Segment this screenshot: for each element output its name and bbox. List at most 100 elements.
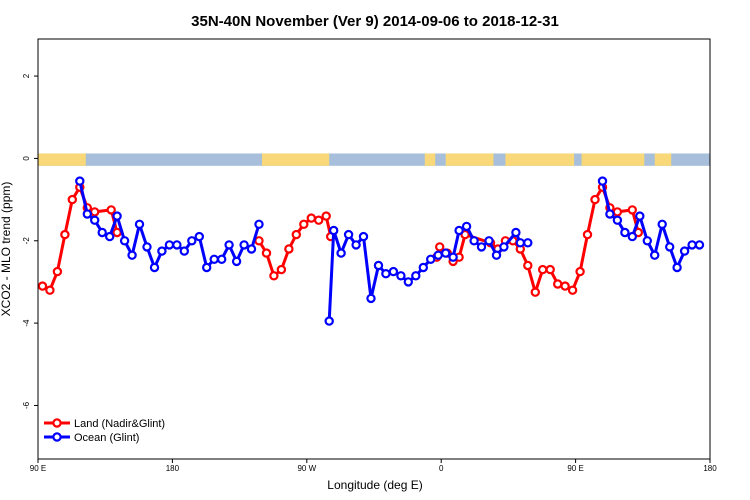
x-tick-label: 0 [439,464,444,473]
data-point [523,238,533,248]
data-point [254,236,264,246]
data-point [627,231,638,242]
data-point [358,231,369,242]
land-mask-segment [38,153,86,166]
data-point [635,211,645,221]
data-point [45,285,55,295]
data-point [523,260,533,271]
data-point [239,240,249,250]
data-point [469,236,479,246]
data-point [231,256,242,267]
data-point [650,250,660,260]
data-point [460,229,470,240]
data-point [201,262,212,273]
land-mask-segment [262,153,330,166]
chart-title: 35N-40N November (Ver 9) 2014-09-06 to 2… [191,13,559,30]
data-point [418,262,428,273]
x-tick-label: 180 [703,464,717,473]
data-point [269,271,279,281]
data-point [396,271,406,281]
land-mask-segment [505,153,575,166]
data-point [454,225,464,236]
x-tick-label: 90 W [297,464,316,473]
data-point [538,264,548,275]
data-point [37,281,48,291]
data-point [484,236,494,246]
data-point [511,227,521,238]
y-tick-label: 0 [22,156,31,161]
data-point [403,277,413,287]
data-point [575,266,585,277]
data-point [179,246,189,256]
x-axis-label: Longitude (deg E) [327,478,422,492]
data-point [366,293,376,304]
data-point [142,242,152,252]
data-point [426,254,436,264]
data-point [567,285,578,295]
land-mask-segment [445,153,494,166]
data-point [112,227,122,238]
data-point [476,242,487,252]
data-point [291,229,301,240]
data-point [679,246,690,256]
y-tick-label: -6 [22,401,31,409]
data-point [60,229,70,240]
data-point [411,271,421,281]
data-point [276,264,287,275]
data-point [388,266,399,277]
legend-item: Land (Nadir&Glint) [44,418,165,430]
data-point [157,246,167,256]
y-tick-label: -2 [22,237,31,245]
data-point [657,219,667,229]
data-point [553,279,563,289]
data-point [381,269,391,279]
data-point [172,240,182,250]
y-tick-label: -4 [22,319,31,327]
legend-label: Land (Nadir&Glint) [74,418,165,430]
data-point [612,215,623,225]
data-point [672,262,682,273]
data-point [515,238,526,248]
data-point [209,254,219,264]
data-point [97,227,107,238]
data-point [324,316,334,326]
data-point [597,176,608,186]
legend-item: Ocean (Glint) [44,432,139,444]
land-ocean-mask [38,153,710,166]
data-point [612,207,623,217]
data-point [336,248,346,258]
data-point [89,215,100,225]
data-point [127,250,137,260]
data-point [605,209,615,219]
series-land [37,182,644,297]
data-point [433,250,443,260]
data-point [582,229,593,240]
legend-marker [52,418,62,428]
data-point [321,211,331,221]
data-point [194,231,204,242]
land-mask-segment [581,153,645,166]
data-point [329,225,339,236]
data-point [545,264,555,275]
data-point [216,254,227,264]
x-tick-label: 180 [166,464,180,473]
data-point [149,262,160,273]
series-ocean [75,176,705,326]
x-tick-label: 90 E [30,464,46,473]
data-point [112,211,122,221]
data-point [284,244,294,254]
data-point [448,252,458,262]
y-axis-label: XCO2 - MLO trend (ppm) [0,182,13,317]
data-point [499,242,509,252]
data-point [642,236,653,246]
data-point [89,207,100,217]
y-tick-label: 2 [22,73,31,78]
data-point [627,205,638,215]
data-point [82,209,93,219]
series-layer [37,176,705,326]
data-point [187,236,197,246]
data-point [119,236,130,246]
data-point [261,248,272,258]
data-point [373,260,384,271]
